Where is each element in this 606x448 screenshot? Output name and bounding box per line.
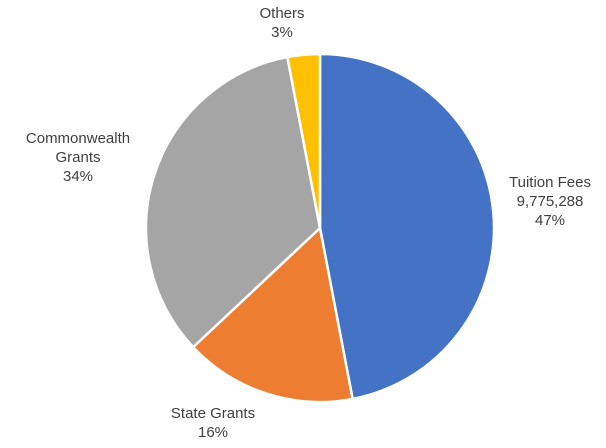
data-label-state-grants-percent: 16%: [198, 424, 228, 441]
data-label-commonwealth-grants-percent: 34%: [63, 168, 93, 185]
data-label-state-grants-name-0: State Grants: [171, 405, 255, 422]
pie-slice-state-grants: [191, 226, 354, 404]
data-label-tuition-fees-value: 9,775,288: [517, 193, 584, 210]
data-label-tuition-fees-name-0: Tuition Fees: [509, 174, 591, 191]
pie-slice-others: [286, 52, 322, 230]
pie-data-labels: Tuition Fees 9,775,288 47% State Grants 16% C…: [26, 5, 591, 441]
data-label-commonwealth-grants-name-1: Grants: [55, 149, 100, 166]
pie-slices: [144, 52, 496, 404]
data-label-tuition-fees: Tuition Fees 9,775,288 47%: [509, 174, 591, 229]
data-label-state-grants: State Grants 16%: [171, 405, 255, 441]
data-label-commonwealth-grants: Commonwealth Grants 34%: [26, 130, 130, 185]
data-label-commonwealth-grants-name-0: Commonwealth: [26, 130, 130, 147]
pie-slice-tuition-fees: [318, 52, 496, 401]
data-label-others-name-0: Others: [259, 5, 304, 22]
pie-slice-commonwealth-grants: [144, 55, 322, 349]
data-label-others-percent: 3%: [271, 24, 293, 41]
data-label-tuition-fees-percent: 47%: [535, 212, 565, 229]
data-label-others: Others 3%: [259, 5, 304, 41]
